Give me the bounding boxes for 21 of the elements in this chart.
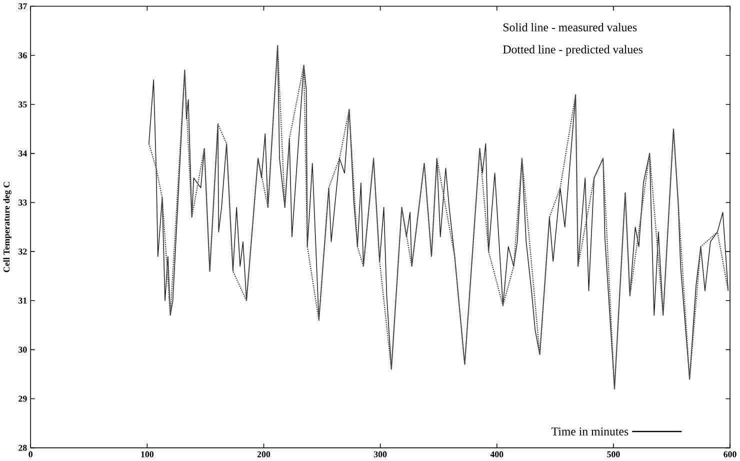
y-tick-label: 28 (18, 445, 27, 452)
x-tick-label: 500 (607, 451, 620, 458)
annotation: Dotted line - predicted values (503, 45, 643, 56)
x-tick-label: 100 (141, 451, 154, 458)
x-tick-label: 300 (374, 451, 387, 458)
y-tick-label: 30 (18, 346, 27, 353)
y-tick-label: 36 (18, 52, 27, 59)
x-tick-label: 600 (724, 451, 736, 458)
y-axis-title: Cell Temperature deg C (3, 182, 12, 272)
annotation: Solid line - measured values (504, 23, 637, 32)
y-tick-label: 37 (18, 3, 27, 10)
y-tick-label: 33 (18, 200, 27, 206)
x-tick-label: 400 (490, 451, 504, 458)
y-tick-label: 32 (18, 248, 27, 255)
y-tick-label: 34 (18, 150, 27, 157)
y-tick-label: 31 (18, 298, 27, 304)
y-tick-label: 29 (18, 396, 27, 402)
x-tick-label: 0 (28, 451, 32, 458)
y-tick-label: 35 (18, 102, 27, 108)
x-tick-label: 200 (257, 451, 270, 458)
x-axis-title: Time in minutes (552, 428, 628, 436)
